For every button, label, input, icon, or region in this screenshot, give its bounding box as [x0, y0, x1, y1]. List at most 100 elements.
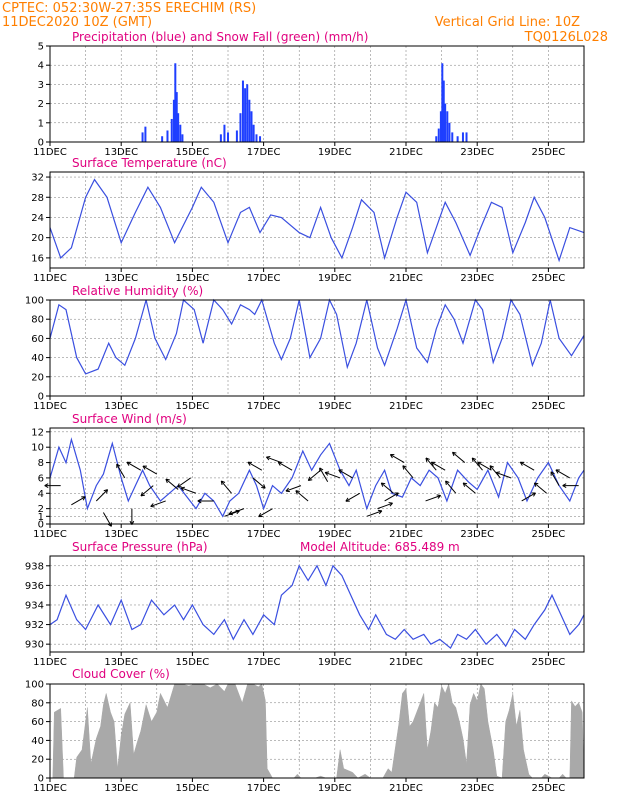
- humidity-xtick-label: 21DEC: [389, 401, 423, 412]
- wind-arrow-head: [550, 471, 555, 476]
- wind-title: Surface Wind (m/s): [72, 412, 187, 426]
- wind-arrow-head: [430, 461, 436, 466]
- precip-bar: [456, 136, 459, 142]
- wind-arrow-shaft: [402, 465, 414, 479]
- wind-arrow: [129, 508, 135, 525]
- wind-arrow-head: [394, 492, 399, 497]
- pressure-ytick-label: 934: [25, 600, 44, 611]
- wind-arrow-head: [555, 469, 560, 474]
- humidity-panel: 0 20 40 60 80 100 11DEC 13DEC 15DEC 17DEC 19DEC 21D…: [25, 296, 585, 412]
- precip-bar: [244, 88, 247, 142]
- humidity-ytick-label: 40: [31, 353, 44, 364]
- wind-arrow: [44, 483, 61, 488]
- wind-arrow-shaft: [295, 490, 309, 502]
- pressure-series-line: [49, 564, 585, 650]
- wind-arrow-shaft: [258, 508, 273, 518]
- wind-arrow-head: [495, 471, 501, 476]
- cloud-ytick-label: 100: [25, 680, 44, 691]
- wind-arrow-head: [425, 457, 430, 463]
- wind-arrow: [116, 463, 126, 479]
- cloud-frame: [49, 683, 585, 779]
- wind-arrow-head: [265, 455, 271, 461]
- humidity-xtick-label: 11DEC: [33, 401, 67, 412]
- wind-arrow: [71, 496, 86, 506]
- temperature-ytick-label: 20: [31, 233, 44, 244]
- wind-arrow: [177, 477, 191, 488]
- humidity-xtick-label: 15DEC: [176, 401, 210, 412]
- pressure-xtick-label: 15DEC: [176, 657, 210, 668]
- cloud-ytick-label: 60: [31, 717, 44, 728]
- wind-arrow-shaft: [247, 461, 263, 471]
- wind-arrow-shaft: [384, 492, 399, 502]
- wind-arrow-head: [126, 461, 131, 466]
- wind-arrow: [228, 508, 245, 516]
- cloud-xtick-label: 13DEC: [104, 783, 138, 794]
- precip-bar: [252, 124, 255, 142]
- temperature-xtick-label: 21DEC: [389, 273, 423, 284]
- cloud-ytick-label: 80: [31, 698, 44, 709]
- wind-arrow: [126, 461, 142, 471]
- wind-arrow-shaft: [345, 492, 360, 502]
- precip-xtick-label: 19DEC: [318, 147, 352, 158]
- header-code: TQ0126L028: [524, 30, 608, 45]
- wind-arrow-shaft: [71, 496, 86, 506]
- wind-ytick-label: 12: [31, 427, 44, 438]
- model-altitude-note: Model Altitude: 685.489 m: [300, 540, 460, 554]
- wind-arrow-shaft: [142, 465, 158, 475]
- wind-arrow-head: [307, 476, 313, 482]
- wind-arrow-shaft: [165, 478, 179, 490]
- wind-arrow: [384, 492, 399, 502]
- precip-bar: [241, 80, 244, 142]
- precip-bar: [239, 113, 242, 142]
- humidity-xtick-label: 19DEC: [318, 401, 352, 412]
- wind-ytick-label: 4: [38, 489, 44, 500]
- wind-arrow-shaft: [477, 461, 492, 471]
- wind-arrow-shaft: [266, 456, 282, 464]
- humidity-xtick-label: 23DEC: [460, 401, 494, 412]
- precip-bar: [442, 80, 445, 142]
- precip-bar: [448, 122, 451, 142]
- humidity-xtick-label: 25DEC: [532, 401, 566, 412]
- temperature-series-line: [49, 178, 585, 263]
- wind-arrow: [430, 461, 446, 471]
- wind-arrow-head: [261, 484, 266, 489]
- humidity-ytick-label: 60: [31, 334, 44, 345]
- wind-arrow-head: [388, 502, 393, 507]
- wind-xtick-label: 15DEC: [176, 529, 210, 540]
- wind-arrow-shaft: [177, 477, 191, 488]
- precip-ytick-label: 4: [38, 61, 44, 72]
- precip-xtick-label: 15DEC: [176, 147, 210, 158]
- header-grid-note: Vertical Grid Line: 10Z: [435, 15, 580, 30]
- temperature-xtick-label: 25DEC: [532, 273, 566, 284]
- wind-arrow-head: [177, 483, 182, 488]
- temperature-xtick-label: 13DEC: [104, 273, 138, 284]
- wind-arrow: [402, 465, 414, 479]
- wind-arrow-shaft: [220, 480, 232, 494]
- precip-ytick-label: 1: [38, 118, 44, 129]
- precip-frame: [49, 45, 585, 143]
- wind-arrow: [389, 454, 405, 463]
- wind-xtick-label: 25DEC: [532, 529, 566, 540]
- wind-arrow-head: [285, 487, 290, 493]
- precip-bar: [219, 134, 222, 142]
- wind-xtick-label: 21DEC: [389, 529, 423, 540]
- wind-arrow: [197, 498, 214, 504]
- wind-arrow-head: [277, 461, 283, 466]
- wind-arrow-head: [452, 451, 457, 457]
- wind-arrow-shaft: [285, 485, 302, 492]
- pressure-ytick-label: 936: [25, 581, 44, 592]
- wind-arrow-shaft: [150, 500, 166, 507]
- precip-xtick-label: 23DEC: [460, 147, 494, 158]
- humidity-xtick-label: 17DEC: [247, 401, 281, 412]
- cloud-xtick-label: 19DEC: [318, 783, 352, 794]
- precip-bar: [227, 132, 229, 142]
- precip-bar: [465, 132, 468, 142]
- precip-xtick-label: 11DEC: [33, 147, 67, 158]
- wind-arrow: [285, 485, 302, 493]
- humidity-ytick-label: 80: [31, 315, 44, 326]
- pressure-panel: 930 932 934 936 938 11DEC 13DEC 15DEC 17DEC 19DEC…: [25, 555, 585, 668]
- wind-arrow-shaft: [228, 508, 245, 515]
- pressure-ytick-label: 938: [25, 561, 44, 572]
- wind-arrow-head: [247, 461, 252, 466]
